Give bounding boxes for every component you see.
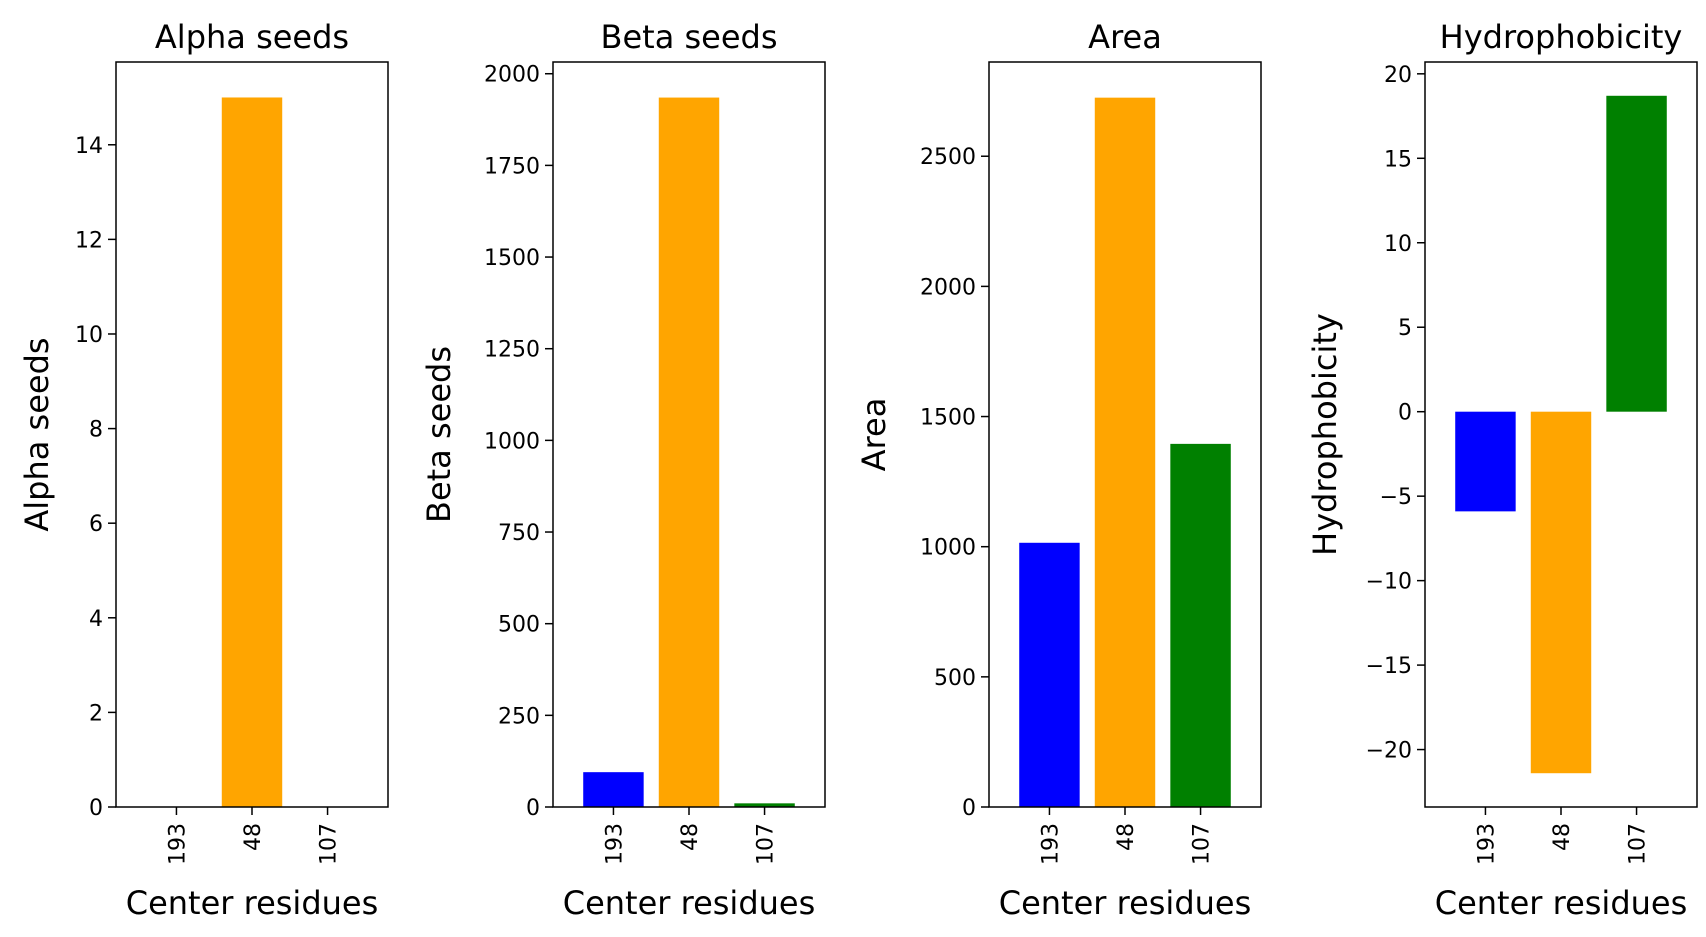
x-tick-label: 107 — [1190, 823, 1215, 865]
y-axis-label: Alpha seeds — [18, 337, 56, 531]
x-tick-label: 193 — [602, 823, 627, 865]
y-tick-label: 250 — [498, 704, 540, 729]
bar-193 — [1455, 411, 1516, 512]
y-tick-label: 0 — [526, 796, 540, 821]
y-tick-label: 2 — [89, 701, 103, 726]
y-tick-label: 15 — [1384, 147, 1412, 172]
x-axis-label: Center residues — [1435, 884, 1688, 922]
x-tick-label: 48 — [241, 823, 266, 851]
y-tick-label: 500 — [934, 666, 976, 691]
bar-48 — [221, 97, 283, 807]
x-axis-label: Center residues — [999, 884, 1252, 922]
y-tick-label: 0 — [89, 796, 103, 821]
bar-107 — [734, 803, 795, 807]
subplot-title: Beta seeds — [601, 18, 778, 56]
x-tick-label: 193 — [1474, 823, 1499, 865]
y-tick-label: 14 — [75, 134, 103, 159]
y-tick-label: 10 — [1384, 232, 1412, 257]
x-tick-label: 193 — [165, 823, 190, 865]
y-tick-label: −5 — [1380, 485, 1412, 510]
y-tick-label: −10 — [1366, 570, 1412, 595]
y-tick-label: 0 — [962, 796, 976, 821]
y-tick-label: 10 — [75, 323, 103, 348]
y-tick-label: 1000 — [920, 536, 976, 561]
x-tick-label: 107 — [1626, 823, 1651, 865]
y-tick-label: 1250 — [484, 338, 540, 363]
y-tick-label: 750 — [498, 521, 540, 546]
y-axis-label: Hydrophobicity — [1306, 313, 1344, 556]
bar-107 — [1606, 95, 1667, 412]
subplot-3: 0 500 1000 1500 2000 2500 193 48 107 Area Center r… — [855, 18, 1262, 922]
bar-48 — [658, 97, 720, 808]
subplot-title: Area — [1088, 18, 1162, 56]
y-axis-label: Beta seeds — [420, 346, 458, 523]
y-tick-label: 8 — [89, 418, 103, 443]
bar-193 — [1019, 542, 1080, 807]
y-tick-label: 2000 — [484, 63, 540, 88]
y-tick-label: 1000 — [484, 429, 540, 454]
y-tick-label: 1750 — [484, 154, 540, 179]
y-tick-label: −20 — [1366, 739, 1412, 764]
y-tick-label: 12 — [75, 228, 103, 253]
y-tick-label: 20 — [1384, 63, 1412, 88]
subplot-title: Hydrophobicity — [1440, 18, 1683, 56]
y-tick-label: 1500 — [484, 246, 540, 271]
bar-48 — [1094, 97, 1156, 808]
subplot-2: 0 250 500 750 1000 1250 1500 1750 2000 193 48 107 Be… — [420, 18, 826, 922]
y-tick-label: 0 — [1398, 401, 1412, 426]
y-tick-label: 500 — [498, 613, 540, 638]
y-axis-label: Area — [855, 398, 893, 472]
x-tick-label: 48 — [678, 823, 703, 851]
x-tick-label: 107 — [317, 823, 342, 865]
y-tick-label: 4 — [89, 607, 103, 632]
y-tick-label: 6 — [89, 512, 103, 537]
x-tick-label: 48 — [1114, 823, 1139, 851]
y-tick-label: 1500 — [920, 406, 976, 431]
x-tick-label: 193 — [1038, 823, 1063, 865]
y-tick-label: 2000 — [920, 275, 976, 300]
y-tick-label: 5 — [1398, 316, 1412, 341]
x-tick-label: 107 — [754, 823, 779, 865]
x-tick-label: 48 — [1550, 823, 1575, 851]
bar-107 — [1170, 443, 1231, 807]
y-tick-label: −15 — [1366, 654, 1412, 679]
x-axis-label: Center residues — [126, 884, 379, 922]
bar-193 — [583, 772, 644, 807]
subplot-1: 0 2 4 6 8 10 12 14 193 48 107 Alpha seeds Center res… — [18, 18, 389, 922]
bar-48 — [1530, 411, 1592, 774]
y-tick-label: 2500 — [920, 145, 976, 170]
x-axis-label: Center residues — [563, 884, 816, 922]
subplot-4: −20 −15 −10 −5 0 5 10 15 20 193 48 107 Hydrophobicit… — [1306, 18, 1698, 922]
subplot-title: Alpha seeds — [155, 18, 349, 56]
